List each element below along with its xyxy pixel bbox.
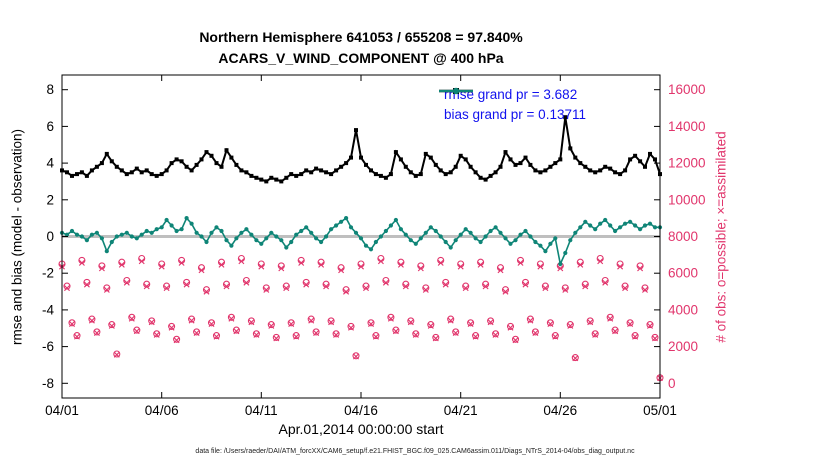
chart-title-line2: ACARS_V_WIND_COMPONENT @ 400 hPa <box>218 50 504 66</box>
svg-text:14000: 14000 <box>668 119 706 134</box>
svg-text:-8: -8 <box>42 376 54 391</box>
svg-text:6000: 6000 <box>668 266 698 281</box>
svg-text:04/11: 04/11 <box>245 403 278 418</box>
legend-label-bias: bias grand pr = 0.13711 <box>444 106 586 122</box>
svg-text:04/21: 04/21 <box>444 403 478 418</box>
svg-text:8: 8 <box>46 82 54 97</box>
svg-text:0: 0 <box>46 229 54 244</box>
legend: rmse grand pr = 3.682 bias grand pr = 0.… <box>437 84 586 124</box>
chart-title-line1: Northern Hemisphere 641053 / 655208 = 97… <box>199 29 523 45</box>
svg-text:04/16: 04/16 <box>344 403 378 418</box>
svg-text:2000: 2000 <box>668 339 698 354</box>
rmse-markers <box>60 115 662 184</box>
right-axis-label: # of obs: o=possible; ×=assimilated <box>713 131 729 343</box>
data-file-caption: data file: /Users/raeder/DAI/ATM_forcXX/… <box>195 448 635 455</box>
x-axis-label: Apr.01,2014 00:00:00 start <box>278 421 444 437</box>
svg-text:04/06: 04/06 <box>145 403 179 418</box>
svg-text:8000: 8000 <box>668 229 698 244</box>
svg-text:4: 4 <box>46 156 54 171</box>
svg-text:-2: -2 <box>42 266 54 281</box>
svg-text:05/01: 05/01 <box>643 403 677 418</box>
assimilated-obs-markers <box>59 258 663 381</box>
svg-text:2: 2 <box>46 192 54 207</box>
axis-tick-labels: 04/01 04/06 04/11 04/16 04/21 04/26 05/01 -8 -6 -… <box>42 82 706 418</box>
svg-text:-4: -4 <box>42 302 54 317</box>
bias-line-swatch <box>439 87 473 95</box>
possible-obs-markers <box>58 254 664 382</box>
svg-text:0: 0 <box>668 376 676 391</box>
axis-ticks <box>61 75 661 398</box>
left-axis-label: rmse and bias (model - observation) <box>9 128 25 346</box>
svg-text:12000: 12000 <box>668 156 706 171</box>
svg-text:04/01: 04/01 <box>45 403 79 418</box>
svg-text:-6: -6 <box>42 339 54 354</box>
svg-text:04/26: 04/26 <box>543 403 577 418</box>
svg-text:16000: 16000 <box>668 82 706 97</box>
svg-text:6: 6 <box>46 119 54 134</box>
legend-item-bias: bias grand pr = 0.13711 <box>437 87 586 124</box>
bias-markers <box>59 216 663 267</box>
svg-text:4000: 4000 <box>668 302 698 317</box>
legend-label-rmse: rmse grand pr = 3.682 <box>444 86 578 102</box>
svg-text:10000: 10000 <box>668 192 706 207</box>
